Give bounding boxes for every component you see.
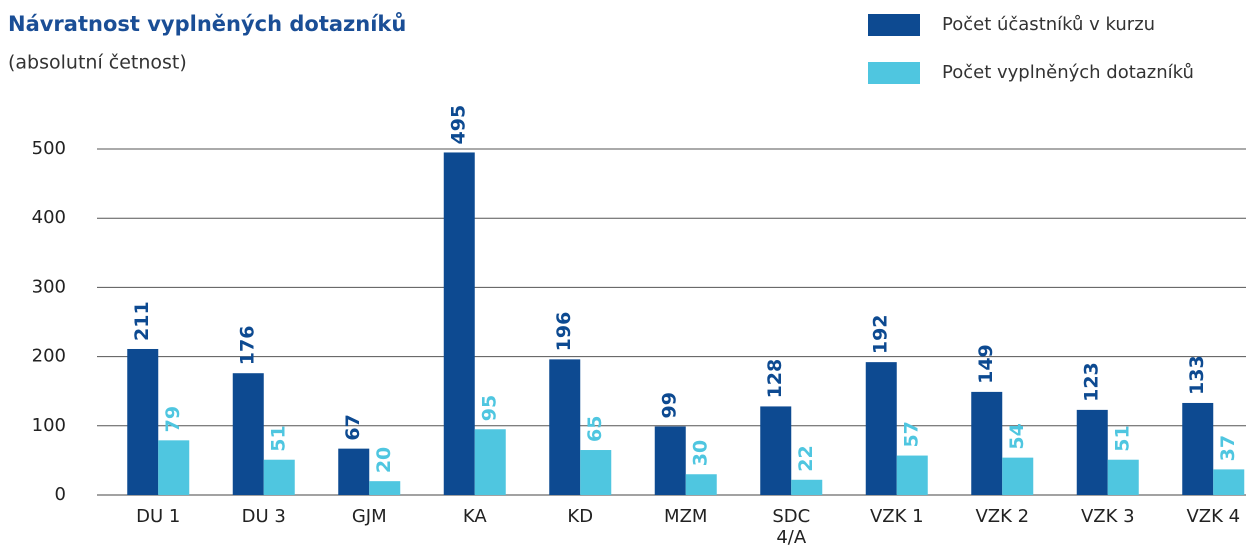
bar xyxy=(654,426,686,495)
bar xyxy=(760,406,792,495)
legend-label: Počet účastníků v kurzu xyxy=(942,14,1155,35)
bar xyxy=(1107,459,1139,495)
bar xyxy=(127,348,159,495)
value-label: 99 xyxy=(659,392,681,418)
y-tick-label: 100 xyxy=(32,415,66,436)
y-tick-label: 0 xyxy=(55,484,66,505)
bar xyxy=(158,440,190,495)
x-tick-label: KA xyxy=(462,506,487,527)
value-label: 176 xyxy=(237,326,259,366)
x-tick-label: SDC 4/A xyxy=(772,506,811,548)
bar xyxy=(896,455,928,495)
chart-subtitle: (absolutní četnost) xyxy=(8,52,187,74)
x-tick-label: MZM xyxy=(664,506,708,527)
bar xyxy=(865,362,897,495)
bar xyxy=(1182,402,1214,495)
bar xyxy=(369,481,401,495)
x-tick-label: KD xyxy=(567,506,594,527)
value-label: 133 xyxy=(1186,355,1208,395)
value-label: 95 xyxy=(479,395,501,421)
value-label: 20 xyxy=(373,447,395,473)
value-label: 22 xyxy=(795,445,817,471)
bar xyxy=(443,152,475,495)
bar xyxy=(232,373,264,495)
value-label: 65 xyxy=(584,416,606,442)
value-label: 51 xyxy=(268,425,290,451)
bar xyxy=(338,448,370,495)
value-label: 149 xyxy=(975,344,997,384)
value-label: 192 xyxy=(870,314,892,354)
value-label: 495 xyxy=(448,105,470,145)
value-label: 30 xyxy=(690,440,712,466)
y-tick-label: 300 xyxy=(32,276,66,297)
value-label: 79 xyxy=(162,406,184,432)
y-tick-label: 200 xyxy=(32,346,66,367)
bar xyxy=(971,391,1003,495)
x-tick-label: DU 1 xyxy=(136,506,181,527)
legend-label: Počet vyplněných dotazníků xyxy=(942,62,1194,83)
x-tick-label: VZK 4 xyxy=(1186,506,1241,527)
bar xyxy=(1002,457,1034,495)
value-label: 128 xyxy=(764,359,786,399)
x-tick-label: VZK 3 xyxy=(1080,506,1135,527)
bar xyxy=(263,459,295,495)
value-label: 57 xyxy=(901,421,923,447)
x-tick-label: VZK 2 xyxy=(975,506,1030,527)
value-label: 211 xyxy=(131,301,153,341)
x-tick-label: VZK 1 xyxy=(869,506,924,527)
bar xyxy=(580,450,612,495)
x-tick-label: GJM xyxy=(351,506,387,527)
bar xyxy=(474,429,506,495)
bar xyxy=(1076,409,1108,495)
legend-swatch xyxy=(868,14,920,36)
chart-title: Návratnost vyplněných dotazníků xyxy=(8,12,406,36)
value-label: 51 xyxy=(1112,425,1134,451)
value-label: 67 xyxy=(342,414,364,440)
y-tick-label: 400 xyxy=(32,207,66,228)
bar xyxy=(1213,469,1245,495)
bar xyxy=(791,479,823,495)
bar xyxy=(685,474,717,495)
bar xyxy=(549,359,581,495)
legend-swatch xyxy=(868,62,920,84)
x-tick-label: DU 3 xyxy=(241,506,286,527)
y-tick-label: 500 xyxy=(32,138,66,159)
value-label: 37 xyxy=(1217,435,1239,461)
value-label: 123 xyxy=(1081,362,1103,402)
value-label: 196 xyxy=(553,312,575,352)
value-label: 54 xyxy=(1006,423,1028,449)
